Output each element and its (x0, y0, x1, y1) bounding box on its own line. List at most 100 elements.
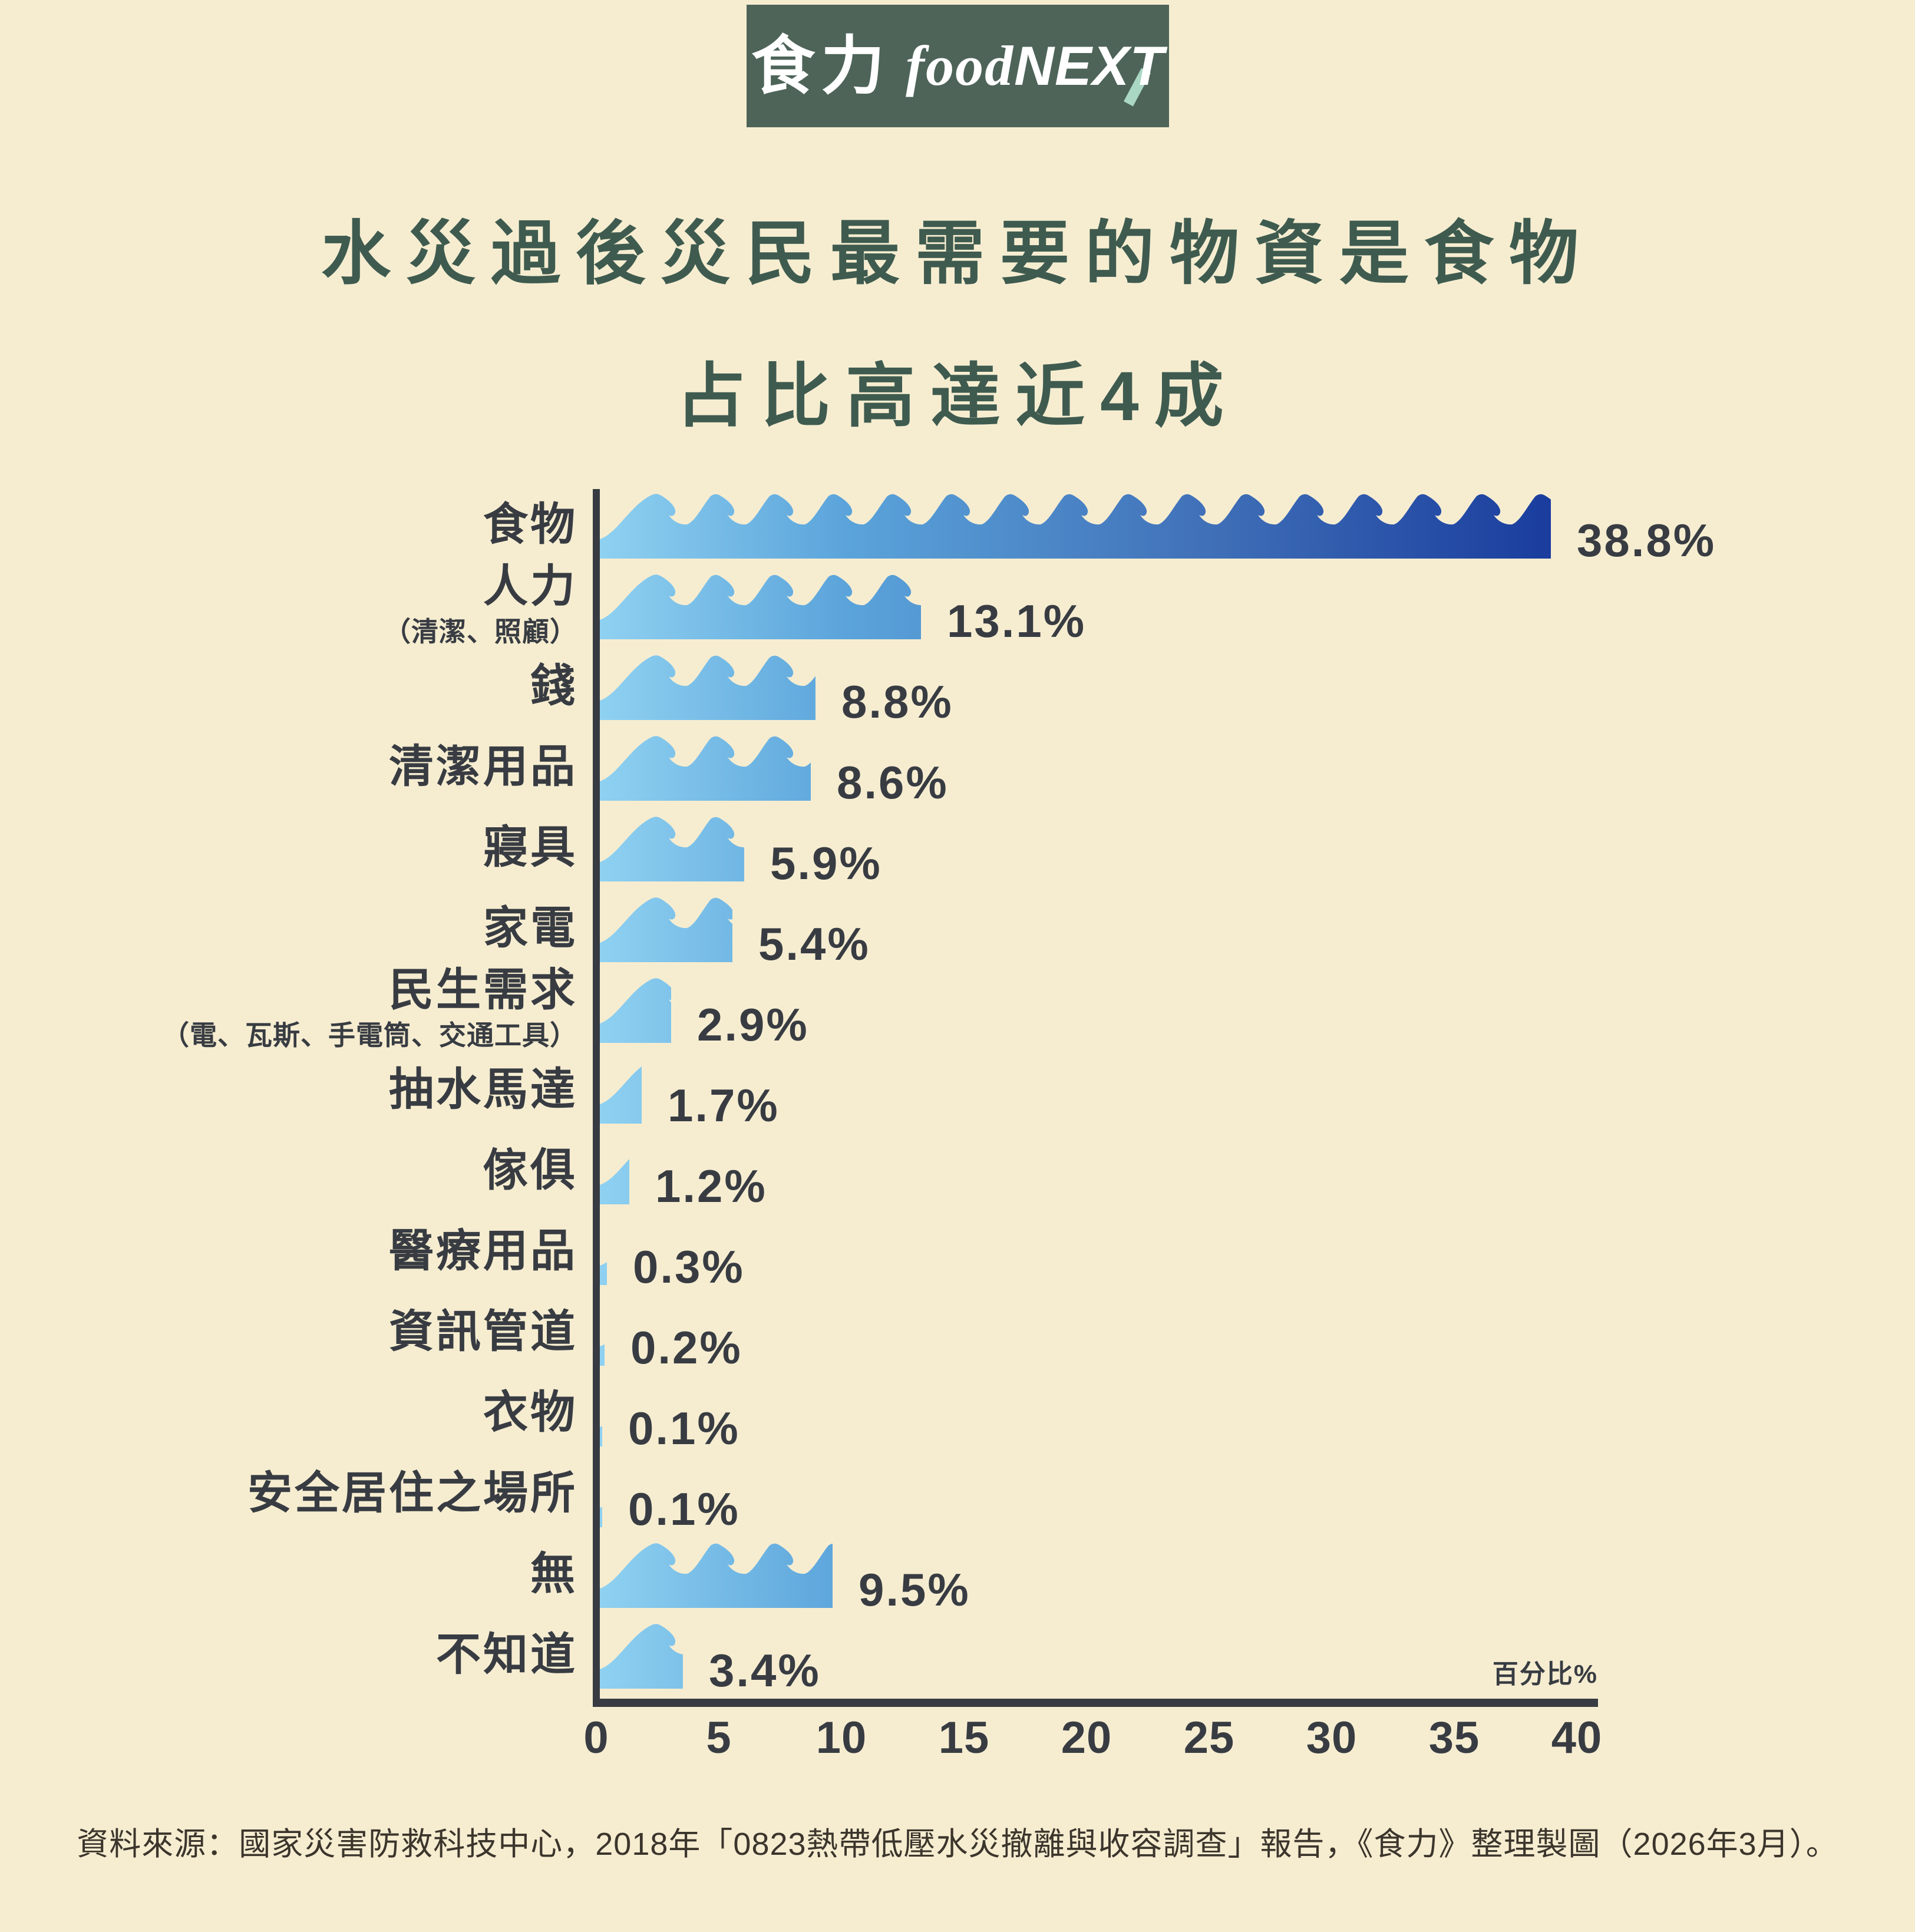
value-label: 0.1% (628, 1483, 740, 1535)
category-label: 家電 (483, 886, 577, 970)
bar-row: 民生需求 （電、瓦斯、手電筒、交通工具） 2.9% (162, 965, 807, 1051)
wave-bar (600, 652, 815, 720)
wave-bar (600, 814, 744, 881)
x-axis-line (593, 1699, 1598, 1707)
bar-row: 資訊管道 0.2% (389, 1298, 741, 1370)
bar-row: 清潔用品 8.6% (389, 733, 947, 805)
bar-row: 抽水馬達 1.7% (389, 1056, 778, 1128)
category-label-main: 傢俱 (483, 1145, 577, 1195)
category-label-main: 安全居住之場所 (247, 1468, 577, 1518)
wave-bar (600, 1459, 602, 1527)
category-label-main: 食物 (483, 499, 577, 550)
category-label: 食物 (483, 483, 577, 567)
wave-bar-svg (600, 1261, 607, 1285)
wave-bar-svg (600, 736, 811, 801)
category-label-main: 醫療用品 (389, 1226, 577, 1276)
wave-bar (600, 1379, 602, 1446)
wave-bar (600, 1298, 605, 1366)
category-label-main: 抽水馬達 (389, 1064, 577, 1115)
wave-bar (600, 894, 732, 962)
page-title: 水災過後災民最需要的物資是食物 占比高達近4成 (0, 219, 1915, 431)
wave-bar-svg (600, 1159, 629, 1204)
value-label: 9.5% (859, 1564, 970, 1616)
category-label: 民生需求 （電、瓦斯、手電筒、交通工具） (162, 965, 577, 1051)
title-line-2: 占比高達近4成 (676, 358, 1239, 435)
bar-row: 家電 5.4% (483, 894, 869, 967)
x-tick-label: 0 (583, 1713, 609, 1763)
category-label: 傢俱 (483, 1128, 577, 1213)
logo-chinese-text: 食力 (751, 30, 891, 101)
value-label: 2.9% (697, 999, 809, 1051)
wave-bar-svg (600, 1507, 602, 1527)
category-label-main: 無 (530, 1548, 577, 1599)
bar-row: 人力 （清潔、照顧） 13.1% (384, 562, 1084, 647)
value-label: 13.1% (947, 595, 1087, 647)
value-label: 5.4% (758, 918, 870, 970)
category-label: 抽水馬達 (389, 1048, 577, 1132)
wave-bar (600, 733, 811, 801)
category-label-main: 資訊管道 (389, 1306, 577, 1357)
wave-bar-svg (600, 817, 744, 881)
bar-row: 安全居住之場所 0.1% (247, 1459, 738, 1532)
logo-english-text: food NEXT (906, 38, 1164, 94)
category-label-sub: （電、瓦斯、手電筒、交通工具） (162, 1020, 577, 1051)
category-label-main: 民生需求 (389, 965, 577, 1016)
value-label: 8.6% (837, 757, 949, 808)
wave-bar-svg (600, 1543, 833, 1608)
wave-bar-svg (600, 978, 671, 1043)
category-label: 清潔用品 (389, 725, 577, 809)
wave-bar-svg (600, 574, 921, 639)
value-label: 38.8% (1577, 514, 1716, 566)
bar-row: 醫療用品 0.3% (389, 1217, 743, 1290)
wave-bar-svg (600, 1066, 642, 1124)
x-tick-label: 25 (1183, 1713, 1235, 1763)
x-tick-label: 35 (1428, 1713, 1480, 1763)
category-label-main: 衣物 (483, 1387, 577, 1438)
wave-bar (600, 491, 1551, 559)
x-tick-label: 15 (938, 1713, 990, 1763)
wave-bar-svg (600, 1426, 602, 1446)
category-label: 錢 (530, 644, 577, 728)
value-label: 0.1% (628, 1402, 740, 1454)
bar-row: 無 9.5% (530, 1540, 969, 1613)
foodnext-logo: 食力 food NEXT (747, 5, 1169, 127)
plot-area: 食物 38.8% 人力 （清潔、照顧） 13.1% 錢 8.8% 清潔用品 8.6% 寢具 5.9%… (162, 491, 1714, 1699)
wave-bar (600, 1137, 629, 1204)
bar-row: 寢具 5.9% (483, 814, 880, 886)
x-axis-unit-label: 百分比% (1492, 1660, 1598, 1689)
x-tick-label: 30 (1306, 1713, 1358, 1763)
category-label: 衣物 (483, 1370, 577, 1455)
bar-row: 不知道 3.4% (436, 1621, 819, 1693)
wave-bar (600, 1056, 642, 1124)
category-label-main: 錢 (530, 660, 577, 711)
wave-bar (600, 975, 671, 1043)
value-label: 0.2% (630, 1322, 742, 1373)
wave-bar-svg (600, 897, 732, 962)
source-note: 資料來源：國家災害防救科技中心，2018年「0823熱帶低壓水災撤離與收容調查」… (77, 1827, 1838, 1862)
value-label: 8.8% (841, 676, 953, 728)
title-line-1: 水災過後災民最需要的物資是食物 (321, 215, 1594, 293)
x-tick-label: 20 (1061, 1713, 1112, 1763)
wave-bar-svg (600, 494, 1551, 559)
value-label: 0.3% (633, 1241, 745, 1293)
category-label-main: 清潔用品 (389, 741, 577, 792)
category-label: 資訊管道 (389, 1290, 577, 1374)
wave-bar-svg (600, 1624, 683, 1689)
category-label-main: 寢具 (483, 822, 577, 873)
category-label: 醫療用品 (389, 1209, 577, 1293)
wave-bar-svg (600, 1344, 605, 1366)
wave-bar (600, 1621, 683, 1689)
bar-row: 食物 38.8% (483, 491, 1714, 563)
category-label: 寢具 (483, 805, 577, 890)
wave-bar (600, 1540, 833, 1608)
x-tick-label: 40 (1551, 1713, 1603, 1763)
category-label: 無 (530, 1532, 577, 1616)
logo-food-script: food (906, 34, 1015, 97)
category-label-main: 人力 (483, 562, 577, 612)
logo-next-wordmark: NEXT (1014, 35, 1164, 97)
value-label: 1.7% (668, 1079, 780, 1131)
bar-row: 錢 8.8% (530, 652, 952, 725)
value-label: 1.2% (655, 1160, 767, 1212)
bar-row: 衣物 0.1% (483, 1379, 738, 1451)
